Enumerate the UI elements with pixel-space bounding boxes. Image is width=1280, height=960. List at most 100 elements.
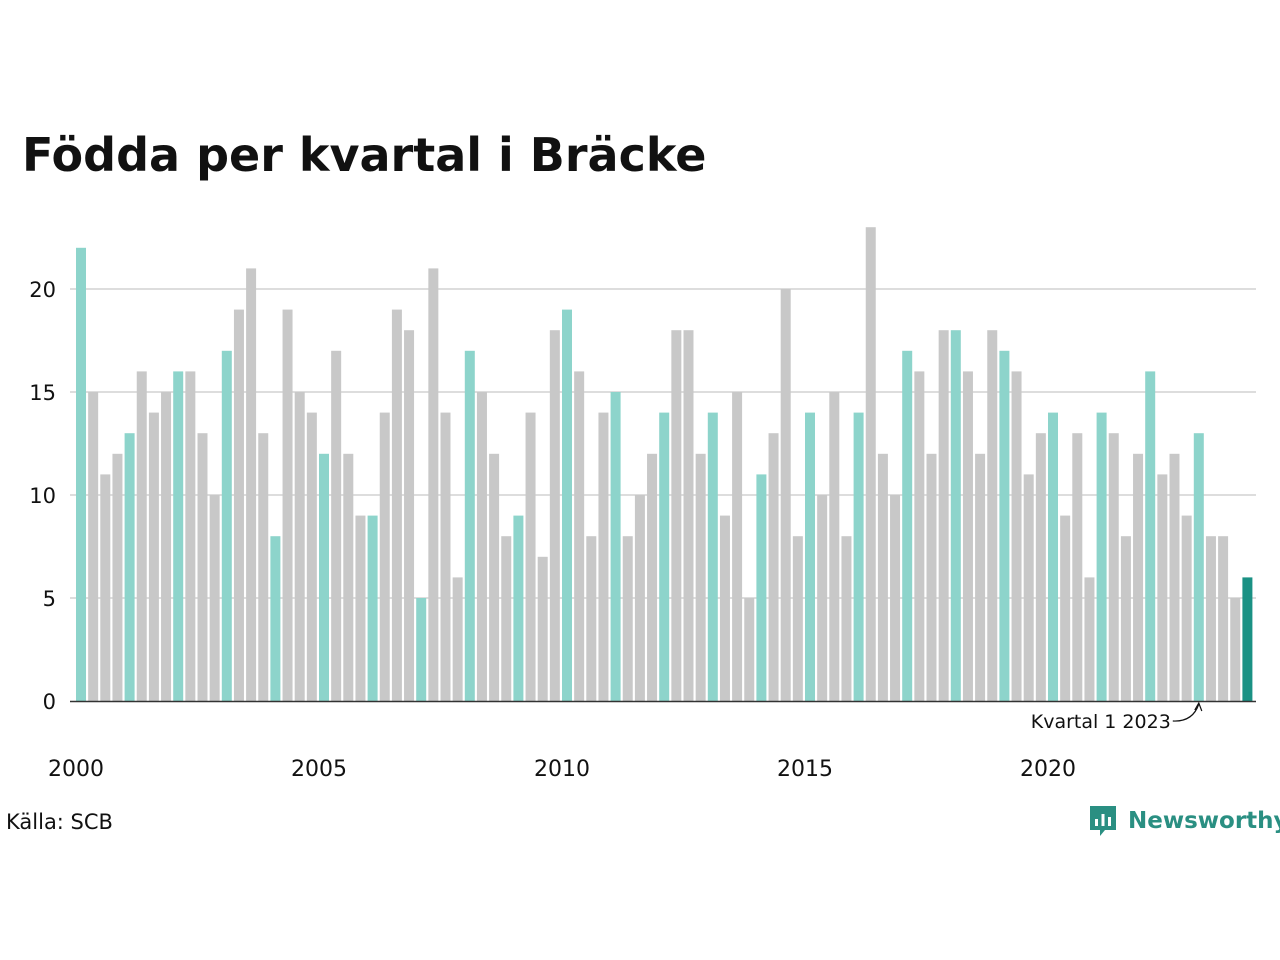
y-tick-label: 10 — [29, 484, 56, 508]
bar — [938, 330, 949, 701]
x-tick-label: 2020 — [1020, 757, 1076, 782]
annotation-arrow — [1172, 703, 1200, 722]
newsworthy-logo: Newsworthy — [1088, 804, 1280, 838]
bar — [88, 392, 99, 701]
bar — [926, 453, 937, 701]
bar — [1157, 474, 1168, 701]
bar — [1048, 412, 1058, 701]
bar — [331, 350, 342, 701]
bar — [841, 536, 852, 701]
bar — [391, 309, 402, 701]
bar — [1084, 577, 1095, 701]
bar — [1169, 453, 1180, 701]
bar — [865, 227, 876, 701]
bar — [501, 536, 512, 701]
bar — [695, 453, 706, 701]
bar-chart: 0 5 10 15 20 2000 2005 2010 2015 2020 Kvartal 1 20… — [29, 227, 1256, 782]
bar — [1133, 453, 1144, 701]
bar — [489, 453, 500, 701]
bar — [233, 309, 244, 701]
source-label: Källa: SCB — [6, 810, 113, 834]
bar — [185, 371, 196, 701]
bar — [574, 371, 585, 701]
x-tick-label: 2010 — [534, 757, 590, 782]
bar — [902, 350, 913, 701]
bar — [805, 412, 815, 701]
bar — [1205, 536, 1216, 701]
bar — [622, 536, 633, 701]
bar — [1181, 515, 1192, 701]
bar — [1145, 371, 1156, 701]
newsworthy-logo-text: Newsworthy — [1128, 808, 1280, 834]
bar — [246, 268, 257, 701]
newsworthy-logo-icon — [1090, 806, 1116, 836]
bar — [634, 495, 645, 701]
bar — [258, 433, 269, 701]
bar — [440, 412, 451, 701]
y-tick-label: 20 — [29, 278, 56, 302]
bar — [355, 515, 366, 701]
bar — [853, 412, 864, 701]
bar — [136, 371, 147, 701]
bar — [367, 515, 378, 701]
bar — [586, 536, 597, 701]
bar — [282, 309, 293, 701]
bar — [525, 412, 536, 701]
x-tick-label: 2000 — [48, 757, 104, 782]
bar — [1035, 433, 1046, 701]
bar — [306, 412, 317, 701]
bar — [319, 453, 329, 701]
annotation-arrowhead — [1194, 701, 1203, 712]
bar — [1108, 433, 1119, 701]
bar — [464, 350, 475, 701]
bar — [877, 453, 888, 701]
bar — [428, 268, 439, 701]
bar — [513, 515, 524, 701]
bar — [1072, 433, 1083, 701]
bar — [987, 330, 998, 701]
bar — [890, 495, 901, 701]
bar — [1060, 515, 1071, 701]
bar — [173, 371, 184, 701]
bar — [476, 392, 487, 701]
bar — [707, 412, 718, 701]
bar — [1218, 536, 1229, 701]
bar — [270, 536, 281, 701]
bar — [780, 289, 791, 701]
bar — [537, 556, 548, 701]
bar — [756, 474, 767, 701]
bar — [452, 577, 463, 701]
bar — [124, 433, 135, 701]
bar — [683, 330, 694, 701]
bar — [1120, 536, 1131, 701]
y-tick-label: 0 — [43, 690, 56, 714]
bar — [768, 433, 779, 701]
bar — [914, 371, 925, 701]
annotation-label: Kvartal 1 2023 — [1031, 711, 1171, 733]
bar — [343, 453, 354, 701]
bar — [209, 495, 220, 701]
bar — [659, 412, 670, 701]
x-tick-label: 2005 — [291, 757, 347, 782]
bar — [962, 371, 973, 701]
bar — [112, 453, 123, 701]
bar — [744, 598, 755, 701]
bar — [1242, 577, 1253, 701]
bar — [647, 453, 658, 701]
bar — [1230, 598, 1241, 701]
bar — [732, 392, 743, 701]
bar — [598, 412, 609, 701]
bar — [404, 330, 415, 701]
bar — [1096, 412, 1107, 701]
bar — [100, 474, 111, 701]
bar — [792, 536, 803, 701]
bar — [719, 515, 730, 701]
x-tick-label: 2015 — [777, 757, 833, 782]
bar — [197, 433, 208, 701]
bar — [294, 392, 305, 701]
bar — [999, 350, 1010, 701]
bar — [829, 392, 840, 701]
bar — [817, 495, 828, 701]
y-tick-label: 5 — [43, 587, 56, 611]
bar — [1023, 474, 1034, 701]
